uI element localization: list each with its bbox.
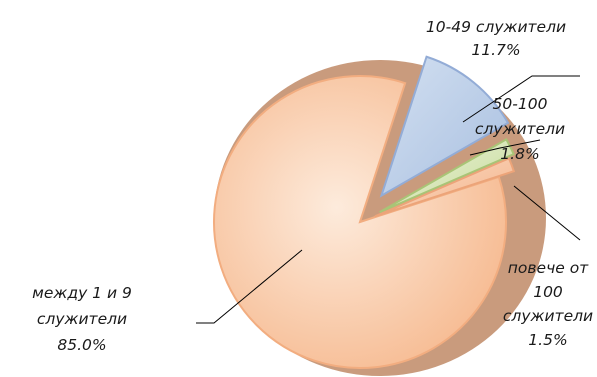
pie-slice-2 xyxy=(379,55,510,198)
pie-slice-1 xyxy=(213,75,507,369)
data-label-text: повече от xyxy=(508,259,589,277)
pie-slice-4 xyxy=(374,157,516,218)
data-label-2: 10-49 служители 11.7% xyxy=(426,18,566,59)
data-label-value: 1.5% xyxy=(528,331,567,349)
data-label-1: между 1 и 9 служители 85.0% xyxy=(32,284,132,354)
data-label-text: служители xyxy=(503,307,593,325)
leader-line-2 xyxy=(462,75,580,123)
data-label-text: между 1 и 9 xyxy=(32,284,132,302)
data-label-text: 100 xyxy=(533,283,563,301)
data-label-text: 10-49 служители xyxy=(426,18,566,36)
data-label-value: 85.0% xyxy=(57,336,106,354)
data-label-text: служители xyxy=(475,120,565,138)
leader-line-1 xyxy=(196,249,303,324)
data-label-3: 50-100 служители 1.8% xyxy=(475,95,565,163)
data-label-4: повече от 100 служители 1.5% xyxy=(503,259,593,349)
pie-slice-3 xyxy=(379,138,515,214)
data-label-text: служители xyxy=(37,310,127,328)
leader-line-3 xyxy=(469,139,541,156)
leader-line-4 xyxy=(513,185,581,241)
data-label-value: 11.7% xyxy=(471,41,520,59)
data-label-value: 1.8% xyxy=(500,145,539,163)
data-label-text: 50-100 xyxy=(493,95,548,113)
